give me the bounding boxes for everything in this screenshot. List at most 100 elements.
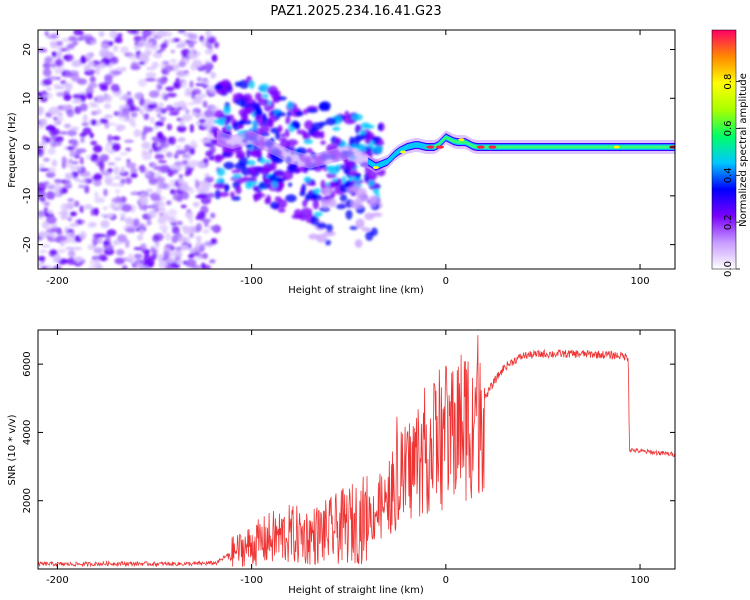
noise-blob xyxy=(154,146,163,150)
noise-blob xyxy=(139,228,145,235)
noise-blob xyxy=(48,106,60,116)
spectrogram-ylabel: Frequency (Hz) xyxy=(7,112,18,188)
noise-blob xyxy=(214,41,220,49)
spectral-blob xyxy=(302,199,308,208)
spectral-blob xyxy=(320,199,329,209)
spectrogram-xlabel: Height of straight line (km) xyxy=(288,285,424,296)
noise-blob xyxy=(38,249,48,254)
noise-blob xyxy=(203,64,212,69)
noise-blob xyxy=(94,197,106,204)
noise-blob xyxy=(39,168,50,172)
spectrogram-x-axis: -200 -100 0 100 xyxy=(46,30,650,287)
noise-blob xyxy=(188,217,194,224)
noise-blob xyxy=(42,94,48,98)
noise-blob xyxy=(107,149,116,154)
noise-blob xyxy=(67,216,73,222)
colorbar-ticks: 0.0 0.2 0.4 0.6 0.8 xyxy=(723,74,740,277)
spectral-blob xyxy=(243,106,255,115)
noise-blob xyxy=(105,51,114,59)
spectral-blob xyxy=(312,188,322,194)
spectral-blob xyxy=(234,81,242,87)
snr-y-axis: 2000 4000 6000 xyxy=(22,351,675,513)
spectral-peak xyxy=(476,145,485,149)
noise-blob xyxy=(79,31,85,37)
noise-blob xyxy=(181,104,188,111)
noise-blob xyxy=(83,66,92,71)
noise-blob xyxy=(111,197,123,204)
noise-blob xyxy=(74,151,82,155)
noise-blob xyxy=(56,40,63,46)
noise-blob xyxy=(128,253,134,261)
noise-blob xyxy=(160,196,167,200)
spectral-blob xyxy=(355,218,365,229)
noise-blob xyxy=(186,152,191,161)
noise-blob xyxy=(179,118,185,127)
noise-blob xyxy=(159,116,167,122)
noise-blob xyxy=(202,228,210,234)
noise-blob xyxy=(104,144,111,153)
spectral-blob xyxy=(299,191,306,197)
spectral-blob xyxy=(214,118,226,124)
spectral-blob xyxy=(355,187,367,197)
noise-blob xyxy=(63,123,72,129)
noise-blob xyxy=(209,225,217,231)
noise-blob xyxy=(187,225,197,234)
noise-blob xyxy=(38,262,42,268)
spectral-blob xyxy=(306,108,319,114)
noise-blob xyxy=(45,171,56,178)
noise-blob xyxy=(79,170,91,178)
noise-blob xyxy=(178,136,186,143)
noise-blob xyxy=(42,62,51,70)
noise-blob xyxy=(105,213,114,218)
spectral-blob xyxy=(237,92,243,99)
noise-blob xyxy=(69,223,79,227)
noise-blob xyxy=(177,30,186,34)
noise-blob xyxy=(98,30,105,38)
noise-blob xyxy=(167,38,175,44)
spectral-blob xyxy=(258,83,270,93)
noise-blob xyxy=(133,92,143,100)
spectral-blob xyxy=(231,196,241,201)
spectral-blob xyxy=(224,119,229,127)
spectral-blob xyxy=(319,206,331,212)
spectral-blob xyxy=(326,223,333,233)
colorbar-tick-label: 0.8 xyxy=(723,74,734,90)
noise-blob xyxy=(208,156,216,161)
spectral-blob xyxy=(238,156,249,167)
noise-blob xyxy=(55,187,60,197)
noise-blob xyxy=(98,49,107,58)
noise-blob xyxy=(70,126,80,131)
noise-blob xyxy=(157,102,164,108)
noise-blob xyxy=(100,44,111,49)
noise-blob xyxy=(41,265,48,269)
noise-blob xyxy=(184,144,191,153)
spectral-blob xyxy=(293,121,301,129)
noise-blob xyxy=(164,243,174,249)
noise-blob xyxy=(97,160,105,168)
noise-blob xyxy=(143,258,155,267)
noise-blob xyxy=(96,233,107,238)
spectral-blob xyxy=(260,132,270,137)
spectral-blob xyxy=(242,176,249,183)
noise-blob xyxy=(189,247,194,253)
snr-x-axis: -200 -100 0 100 xyxy=(46,330,650,586)
noise-blob xyxy=(90,140,98,146)
noise-blob xyxy=(110,183,121,187)
noise-blob xyxy=(151,197,162,202)
spectral-blob xyxy=(223,105,231,115)
spectral-blob xyxy=(293,209,303,218)
noise-blob xyxy=(70,144,77,151)
noise-blob xyxy=(107,134,113,143)
noise-blob xyxy=(51,159,58,167)
noise-blob xyxy=(204,48,214,55)
snr-xlabel: Height of straight line (km) xyxy=(288,585,424,596)
spectral-peak xyxy=(488,145,497,149)
noise-blob xyxy=(163,250,170,258)
noise-blob xyxy=(96,94,105,104)
noise-blob xyxy=(160,142,166,148)
noise-blob xyxy=(89,40,97,45)
noise-blob xyxy=(65,246,74,251)
noise-blob xyxy=(169,188,176,195)
noise-blob xyxy=(192,144,198,148)
spectral-blob xyxy=(253,192,258,203)
